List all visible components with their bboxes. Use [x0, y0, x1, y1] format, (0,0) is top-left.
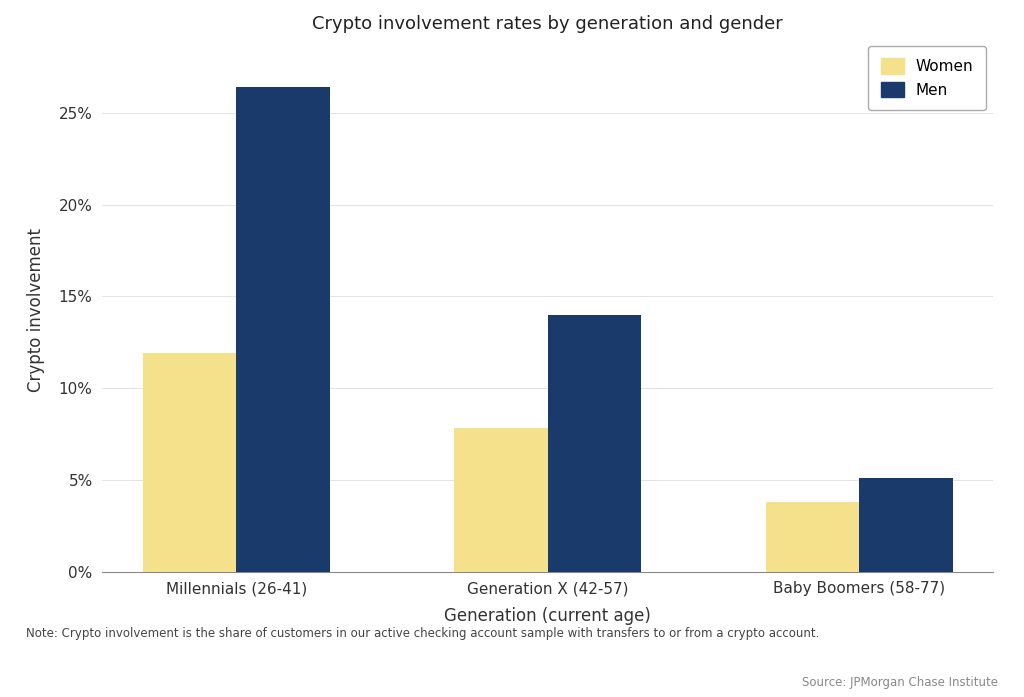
- Title: Crypto involvement rates by generation and gender: Crypto involvement rates by generation a…: [312, 15, 783, 33]
- Legend: Women, Men: Women, Men: [868, 46, 986, 110]
- Bar: [237, 87, 330, 572]
- Bar: [548, 315, 641, 572]
- Text: Source: JPMorgan Chase Institute: Source: JPMorgan Chase Institute: [803, 676, 998, 689]
- Y-axis label: Crypto involvement: Crypto involvement: [27, 228, 45, 392]
- Bar: [143, 353, 237, 572]
- Text: Note: Crypto involvement is the share of customers in our active checking accoun: Note: Crypto involvement is the share of…: [26, 627, 819, 641]
- X-axis label: Generation (current age): Generation (current age): [444, 607, 651, 625]
- Bar: [766, 502, 859, 572]
- Bar: [859, 478, 952, 572]
- Bar: [455, 429, 548, 572]
